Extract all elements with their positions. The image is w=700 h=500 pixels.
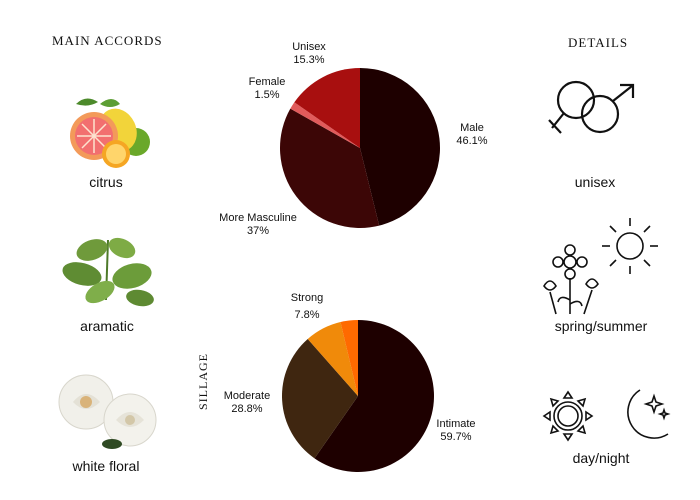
slice-label-strong: Strong 7.8%: [290, 292, 324, 321]
gender-pie-chart: [280, 68, 441, 228]
white-roses-image: [58, 374, 157, 449]
main-accords-heading: MAIN ACCORDS: [52, 33, 163, 48]
slice-label-female: Female 1.5%: [248, 76, 286, 101]
citrus-fruits-image: [70, 98, 150, 168]
mint-leaves-image: [62, 237, 154, 307]
gender-slice-female: [290, 102, 360, 148]
gender-slice-male: [360, 68, 441, 226]
slice-label-intimate: Intimate 59.7%: [436, 418, 476, 443]
detail-label-day-night: day/night: [572, 450, 630, 466]
sillage-pie-chart: [282, 320, 434, 472]
sun-and-flowers-icon: [543, 218, 658, 315]
accord-label-citrus: citrus: [89, 174, 123, 190]
slice-label-more-masculine: More Masculine 37%: [219, 212, 297, 237]
slice-label-unisex: Unisex 15.3%: [292, 41, 326, 66]
sillage-slice-moderate: [282, 338, 358, 459]
sillage-slice-intimate: [314, 320, 434, 472]
details-heading: DETAILS: [568, 35, 629, 50]
gender-symbols-icon: [548, 80, 635, 134]
slice-label-male: Male 46.1%: [456, 122, 488, 147]
sillage-heading: SILLAGE: [196, 353, 210, 410]
sillage-slice-unlabeled: [340, 320, 358, 396]
slice-label-moderate: Moderate 28.8%: [223, 390, 271, 415]
detail-label-unisex: unisex: [574, 174, 616, 190]
sun-and-moon-icon: [542, 389, 671, 442]
accord-label-white-floral: white floral: [72, 458, 140, 474]
sillage-slice-strong: [307, 322, 358, 396]
gender-slice-more-masculine: [280, 108, 380, 228]
detail-label-spring-summer: spring/summer: [554, 318, 648, 334]
accord-label-aramatic: aramatic: [80, 318, 134, 334]
gender-slice-unisex: [294, 68, 360, 148]
